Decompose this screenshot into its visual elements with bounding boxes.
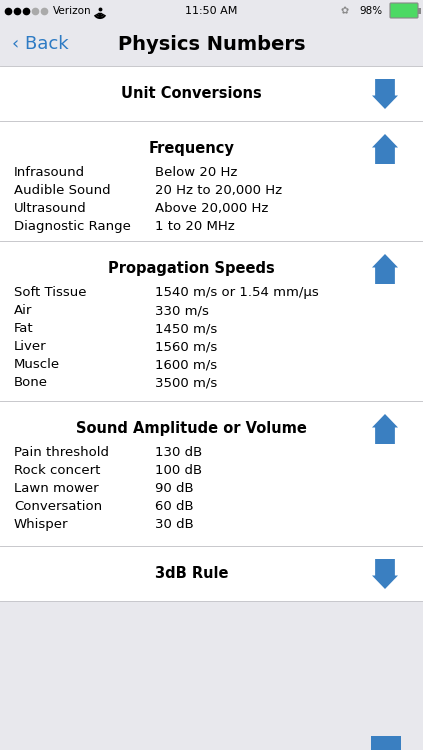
Text: Air: Air: [14, 304, 33, 317]
Text: Muscle: Muscle: [14, 358, 60, 371]
Text: Whisper: Whisper: [14, 518, 69, 531]
Text: Audible Sound: Audible Sound: [14, 184, 111, 197]
Text: Liver: Liver: [14, 340, 47, 353]
Text: Ultrasound: Ultrasound: [14, 202, 87, 215]
Text: 11:50 AM: 11:50 AM: [185, 6, 238, 16]
Text: Bone: Bone: [14, 376, 48, 389]
Text: Above 20,000 Hz: Above 20,000 Hz: [155, 202, 268, 215]
Text: Physics Numbers: Physics Numbers: [118, 34, 305, 53]
Polygon shape: [372, 79, 398, 109]
Text: 1600 m/s: 1600 m/s: [155, 358, 217, 371]
Text: 3500 m/s: 3500 m/s: [155, 376, 217, 389]
FancyBboxPatch shape: [390, 3, 418, 18]
Text: Verizon: Verizon: [53, 6, 92, 16]
Text: Soft Tissue: Soft Tissue: [14, 286, 86, 299]
Text: Frequency: Frequency: [148, 142, 234, 157]
Text: Below 20 Hz: Below 20 Hz: [155, 166, 237, 179]
Text: 30 dB: 30 dB: [155, 518, 194, 531]
Text: Conversation: Conversation: [14, 500, 102, 513]
Text: 130 dB: 130 dB: [155, 446, 202, 459]
Text: Propagation Speeds: Propagation Speeds: [108, 262, 275, 277]
Bar: [371, 736, 401, 750]
Text: Sound Amplitude or Volume: Sound Amplitude or Volume: [76, 422, 307, 436]
Bar: [0, 0, 423, 22]
Text: Rock concert: Rock concert: [14, 464, 100, 477]
Bar: [0, 401, 423, 546]
Polygon shape: [372, 134, 398, 164]
Text: 330 m/s: 330 m/s: [155, 304, 209, 317]
Text: Infrasound: Infrasound: [14, 166, 85, 179]
Bar: [0, 121, 423, 241]
Bar: [0, 546, 423, 601]
Text: 1540 m/s or 1.54 mm/μs: 1540 m/s or 1.54 mm/μs: [155, 286, 319, 299]
Text: 1450 m/s: 1450 m/s: [155, 322, 217, 335]
Text: 1 to 20 MHz: 1 to 20 MHz: [155, 220, 235, 233]
Text: Unit Conversions: Unit Conversions: [121, 86, 262, 101]
Text: 20 Hz to 20,000 Hz: 20 Hz to 20,000 Hz: [155, 184, 282, 197]
Text: Diagnostic Range: Diagnostic Range: [14, 220, 131, 233]
Text: ‹ Back: ‹ Back: [12, 35, 69, 53]
Text: Lawn mower: Lawn mower: [14, 482, 99, 495]
Text: 100 dB: 100 dB: [155, 464, 202, 477]
Text: 3dB Rule: 3dB Rule: [155, 566, 228, 581]
Bar: [0, 66, 423, 121]
Text: Pain threshold: Pain threshold: [14, 446, 109, 459]
Text: 1560 m/s: 1560 m/s: [155, 340, 217, 353]
Text: Fat: Fat: [14, 322, 33, 335]
Polygon shape: [372, 254, 398, 284]
Text: ⚡: ⚡: [422, 7, 423, 16]
Text: 60 dB: 60 dB: [155, 500, 194, 513]
Bar: [418, 8, 420, 14]
Text: 98%: 98%: [359, 6, 382, 16]
Polygon shape: [372, 414, 398, 444]
Text: ✿: ✿: [341, 6, 349, 16]
Bar: [0, 22, 423, 66]
Text: 90 dB: 90 dB: [155, 482, 194, 495]
Bar: [0, 241, 423, 401]
Polygon shape: [372, 559, 398, 589]
